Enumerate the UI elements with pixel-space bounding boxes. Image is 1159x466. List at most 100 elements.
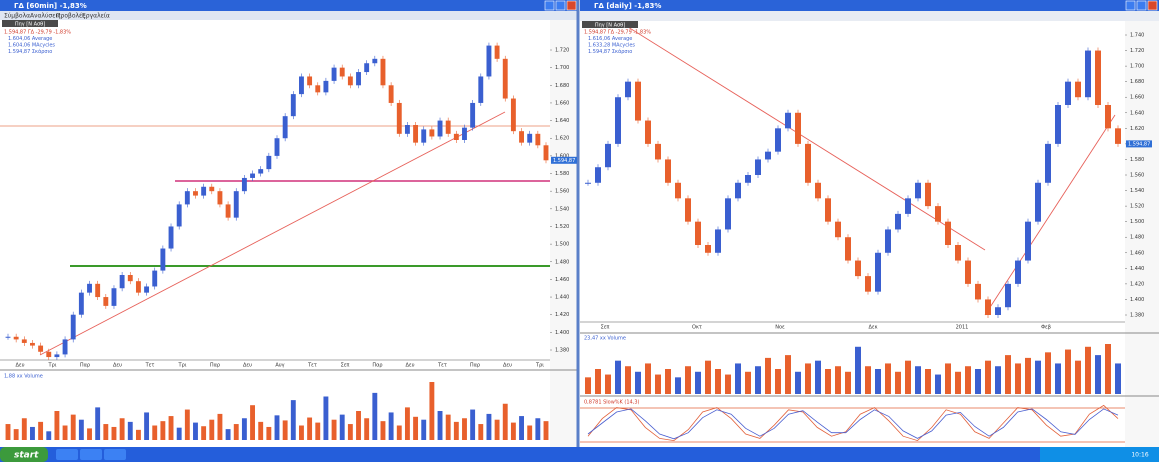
volume-bar bbox=[519, 416, 524, 440]
date-label: Αυγ bbox=[275, 363, 284, 369]
volume-bar bbox=[103, 424, 109, 440]
menu-item[interactable]: Αναλύσεις bbox=[30, 13, 61, 20]
volume-bar bbox=[54, 411, 60, 440]
candle bbox=[135, 281, 141, 293]
close-button[interactable] bbox=[566, 0, 577, 11]
volume-bar bbox=[21, 418, 27, 440]
volume-bar bbox=[985, 360, 991, 394]
volume-bar bbox=[527, 425, 533, 440]
volume-bar bbox=[78, 419, 84, 440]
close-button[interactable] bbox=[1147, 0, 1158, 11]
price-tick-label: 1.500 bbox=[555, 242, 569, 248]
volume-bar bbox=[855, 346, 861, 394]
date-label: Δευ bbox=[243, 363, 252, 369]
candle bbox=[1045, 143, 1051, 183]
price-tick-label: 1.580 bbox=[555, 171, 569, 177]
window-title: ΓΔ [daily] -1,83% bbox=[594, 2, 661, 10]
menu-item[interactable]: Εργαλεία bbox=[82, 13, 110, 20]
candle bbox=[1015, 260, 1021, 284]
maximize-button[interactable] bbox=[1136, 0, 1147, 11]
candle bbox=[502, 58, 508, 99]
menu-item[interactable]: Σύμβολα bbox=[4, 13, 30, 20]
taskbar bbox=[0, 447, 1159, 462]
candle bbox=[193, 191, 198, 196]
task-button[interactable] bbox=[104, 449, 126, 460]
volume-bar bbox=[13, 429, 19, 440]
trend-line bbox=[984, 114, 1116, 316]
volume-bar bbox=[685, 366, 691, 394]
menu-item[interactable]: Προβολές bbox=[56, 13, 86, 20]
candle bbox=[54, 354, 60, 358]
candle bbox=[510, 98, 516, 132]
volume-bar bbox=[585, 377, 591, 394]
price-tick-label: 1.480 bbox=[1130, 235, 1144, 241]
minimize-button[interactable] bbox=[544, 0, 555, 11]
volume-bar bbox=[645, 363, 651, 394]
candle bbox=[144, 286, 150, 293]
candle bbox=[995, 307, 1001, 315]
volume-bar bbox=[725, 374, 731, 394]
volume-bar bbox=[1085, 346, 1091, 394]
candle bbox=[675, 182, 681, 199]
volume-bar bbox=[380, 421, 386, 440]
date-label: Τετ bbox=[437, 363, 447, 369]
candle bbox=[655, 143, 661, 160]
candle bbox=[805, 143, 811, 183]
task-button[interactable] bbox=[56, 449, 78, 460]
volume-bar bbox=[615, 360, 621, 394]
volume-bar bbox=[1025, 357, 1031, 394]
trend-line bbox=[619, 21, 986, 251]
legend-line: 1.604,06 Average bbox=[8, 36, 52, 42]
volume-bar bbox=[795, 371, 801, 394]
volume-bar bbox=[715, 369, 721, 394]
candle bbox=[625, 81, 631, 98]
menu-bar bbox=[0, 11, 578, 20]
volume-bar bbox=[95, 407, 101, 440]
candle bbox=[494, 45, 500, 59]
start-button[interactable] bbox=[0, 447, 48, 462]
volume-bar bbox=[905, 360, 911, 394]
maximize-button[interactable] bbox=[555, 0, 566, 11]
candle bbox=[543, 145, 549, 161]
volume-bar bbox=[1075, 360, 1081, 394]
candle bbox=[282, 116, 288, 139]
candle bbox=[315, 85, 321, 93]
volume-bar bbox=[404, 407, 410, 440]
candle bbox=[1035, 182, 1041, 222]
legend-line: 1.633,28 MAcycles bbox=[588, 43, 635, 49]
candle bbox=[111, 288, 117, 306]
panel-label: 1,88 xx Volume bbox=[4, 374, 43, 380]
date-label: Τρι bbox=[178, 363, 187, 369]
candle bbox=[925, 182, 931, 207]
date-label: Σεπ bbox=[341, 363, 350, 369]
price-tick-label: 1.560 bbox=[555, 189, 569, 195]
tab[interactable] bbox=[582, 21, 638, 28]
volume-bar bbox=[765, 357, 771, 394]
volume-bar bbox=[865, 366, 871, 394]
legend-line: 1.616,06 Average bbox=[588, 36, 632, 42]
candle bbox=[160, 248, 166, 271]
volume-bar bbox=[745, 371, 751, 394]
volume-bar bbox=[413, 416, 419, 440]
date-label: Νοε bbox=[775, 325, 785, 331]
candle bbox=[103, 297, 109, 306]
date-label: Φεβ bbox=[1041, 325, 1051, 331]
volume-bar bbox=[815, 360, 821, 394]
candle bbox=[462, 127, 467, 140]
legend-line: 1.594,87 ΓΔ -29,79 -1,83% bbox=[584, 30, 651, 36]
legend-line: 1.594,87 Σκάρσιο bbox=[8, 48, 52, 55]
tab[interactable] bbox=[2, 20, 58, 27]
volume-bar bbox=[825, 369, 831, 394]
candle bbox=[785, 112, 791, 129]
candle bbox=[1065, 81, 1071, 105]
minimize-button[interactable] bbox=[1125, 0, 1136, 11]
task-button[interactable] bbox=[80, 449, 102, 460]
price-tick-label: 1.640 bbox=[1130, 110, 1144, 116]
price-tick-label: 1.380 bbox=[1130, 313, 1144, 319]
candle bbox=[95, 283, 101, 298]
candle bbox=[176, 204, 182, 227]
price-tick-label: 1.660 bbox=[1130, 95, 1144, 101]
volume-bar bbox=[299, 425, 304, 440]
volume-bar bbox=[805, 363, 811, 394]
volume-bar bbox=[127, 421, 133, 440]
